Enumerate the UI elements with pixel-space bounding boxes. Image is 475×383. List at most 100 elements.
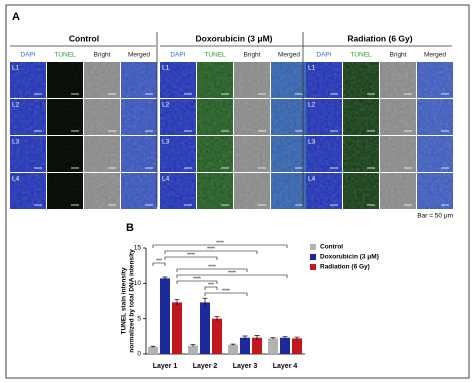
row-label: L2: [162, 102, 170, 109]
micrograph-texture: [417, 62, 453, 98]
bar: [228, 344, 238, 354]
channel-header: TUNEL: [350, 52, 372, 59]
row-label: L1: [162, 65, 170, 72]
significance-bracket: [176, 280, 218, 284]
micrograph-texture: [84, 62, 120, 98]
group-title: Radiation (6 Gy): [347, 33, 412, 43]
micrograph-texture: [47, 136, 83, 172]
significance-bracket: [204, 286, 218, 290]
micrograph-texture: [10, 99, 46, 135]
bar: [292, 338, 302, 354]
significance-bracket: [204, 292, 248, 296]
micrograph-texture: [343, 173, 379, 209]
bar: [160, 278, 170, 354]
error-bar: [214, 316, 220, 321]
micrograph-texture: [417, 173, 453, 209]
channel-header: Bright: [244, 52, 261, 59]
micrograph-texture: [306, 136, 342, 172]
significance-bracket: [176, 268, 248, 272]
legend-swatch: [310, 244, 316, 250]
channel-header: Bright: [390, 52, 407, 59]
micrograph-texture: [197, 136, 233, 172]
bar: [200, 302, 210, 354]
micrograph-texture: [160, 99, 196, 135]
micrograph-texture: [160, 173, 196, 209]
significance-bracket: [152, 244, 288, 248]
significance-label: ****: [207, 246, 215, 252]
micrograph-texture: [380, 99, 416, 135]
micrograph-texture: [10, 62, 46, 98]
error-bar: [174, 299, 180, 306]
micrograph-texture: [306, 173, 342, 209]
micrograph-texture: [271, 136, 307, 172]
micrograph-texture: [234, 62, 270, 98]
scale-bar-text: Bar = 50 μm: [417, 213, 453, 220]
micrograph-texture: [380, 62, 416, 98]
micrograph-texture: [343, 99, 379, 135]
significance-label: ****: [193, 276, 201, 282]
row-label: L3: [12, 139, 20, 146]
micrograph-texture: [121, 99, 157, 135]
channel-header: TUNEL: [54, 52, 76, 59]
micrograph-texture: [160, 62, 196, 98]
group-title: Control: [69, 33, 99, 43]
row-label: L4: [308, 176, 316, 183]
micrograph-texture: [343, 136, 379, 172]
row-label: L2: [308, 102, 316, 109]
panel-label: A: [12, 11, 20, 23]
micrograph-texture: [306, 99, 342, 135]
micrograph-texture: [121, 136, 157, 172]
micrograph-texture: [271, 99, 307, 135]
channel-header: DAPI: [316, 52, 331, 59]
micrograph-texture: [10, 136, 46, 172]
x-tick-label: Layer 3: [233, 363, 258, 370]
significance-label: ****: [208, 264, 216, 270]
channel-header: Merged: [424, 52, 446, 59]
bar: [252, 337, 262, 354]
channel-header: Bright: [94, 52, 111, 59]
legend-swatch: [310, 254, 316, 260]
significance-label: ****: [187, 252, 195, 258]
legend-swatch: [310, 264, 316, 270]
bar: [240, 337, 250, 354]
y-tick-label: 10: [134, 280, 142, 287]
bar: [172, 302, 182, 354]
channel-header: Merged: [128, 52, 150, 59]
micrograph-texture: [417, 99, 453, 135]
micrograph-texture: [197, 62, 233, 98]
bar: [280, 337, 290, 354]
channel-header: DAPI: [20, 52, 35, 59]
micrograph-texture: [343, 62, 379, 98]
micrograph-texture: [84, 99, 120, 135]
channel-header: TUNEL: [204, 52, 226, 59]
bar: [268, 338, 278, 354]
y-axis-label: normalized by total DNA intensity: [129, 249, 136, 353]
micrograph-texture: [160, 136, 196, 172]
bar: [212, 318, 222, 354]
row-label: L2: [12, 102, 20, 109]
channel-header: DAPI: [170, 52, 185, 59]
micrograph-texture: [417, 136, 453, 172]
error-bar: [294, 336, 300, 340]
x-tick-label: Layer 4: [273, 363, 298, 370]
micrograph-texture: [271, 173, 307, 209]
row-label: L3: [162, 139, 170, 146]
row-label: L1: [12, 65, 20, 72]
micrograph-texture: [380, 136, 416, 172]
micrograph-texture: [121, 62, 157, 98]
micrograph-texture: [234, 99, 270, 135]
group-title: Doxorubicin (3 μM): [196, 33, 273, 43]
significance-label: ****: [228, 270, 236, 276]
significance-label: ****: [222, 288, 230, 294]
y-tick-label: 0: [137, 351, 141, 358]
micrograph-texture: [84, 173, 120, 209]
panel-label: B: [126, 222, 134, 234]
micrograph-texture: [380, 173, 416, 209]
micrograph-texture: [10, 173, 46, 209]
bar: [148, 346, 158, 354]
legend-label: Radiation (6 Gy): [320, 264, 370, 271]
significance-label: ***: [156, 258, 162, 264]
channel-header: Merged: [278, 52, 300, 59]
significance-bracket: [176, 274, 288, 278]
error-bar: [150, 345, 156, 348]
